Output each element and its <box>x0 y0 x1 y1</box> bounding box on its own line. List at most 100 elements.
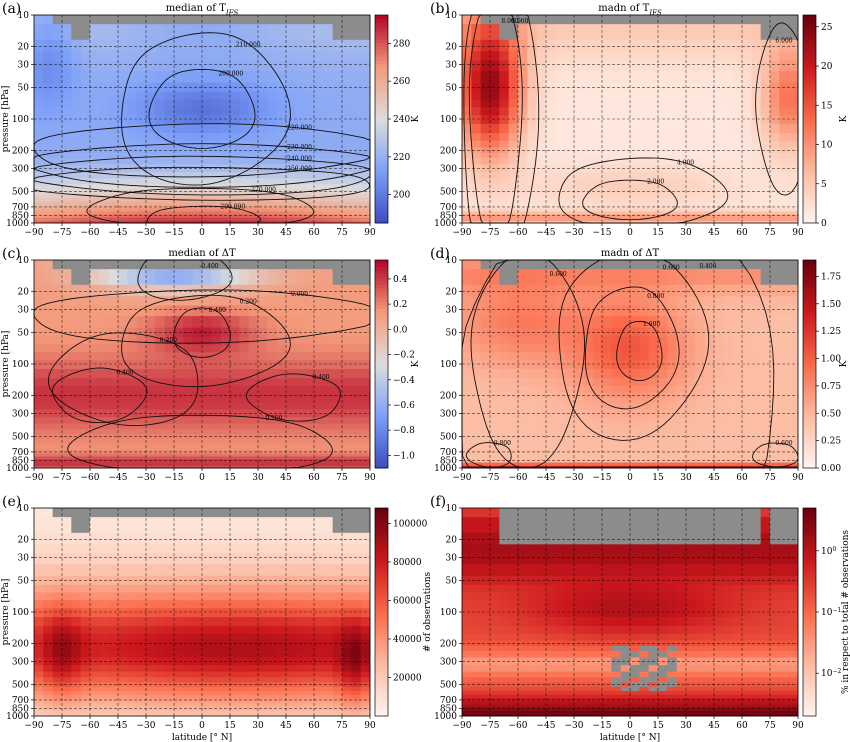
heatmap-cell <box>686 60 696 72</box>
x-tick-label: −30 <box>565 228 584 238</box>
heatmap-cell <box>639 336 650 345</box>
heatmap-cell <box>108 24 119 41</box>
heatmap-cell <box>248 214 259 218</box>
colorbar-segment <box>375 409 388 413</box>
heatmap-cell <box>155 284 166 297</box>
heatmap-cell <box>630 39 640 52</box>
heatmap-cell <box>518 466 528 469</box>
heatmap-cell <box>295 344 306 353</box>
heatmap-cell <box>639 133 650 142</box>
heatmap-cell <box>248 409 259 418</box>
heatmap-cell <box>658 466 668 469</box>
heatmap-cell <box>490 172 500 179</box>
heatmap-cell <box>174 82 184 93</box>
heatmap-cell <box>332 152 343 159</box>
heatmap-cell <box>742 211 752 215</box>
heatmap-cell <box>686 344 696 353</box>
heatmap-cell <box>695 403 706 410</box>
colorbar-segment <box>803 18 816 23</box>
heatmap-cell <box>127 211 138 215</box>
heatmap-cell <box>332 417 343 424</box>
heatmap-cell <box>462 392 472 399</box>
heatmap-cell <box>499 201 510 206</box>
heatmap-cell <box>332 197 343 203</box>
heatmap-cell <box>62 91 72 100</box>
heatmap-cell <box>546 140 556 148</box>
heatmap-cell <box>564 316 575 329</box>
heatmap-cell <box>490 217 500 222</box>
heatmap-cell <box>314 184 324 190</box>
heatmap-cell <box>508 193 519 199</box>
heatmap-cell <box>174 438 184 444</box>
heatmap-cell <box>164 369 175 379</box>
heatmap-cell <box>490 201 500 206</box>
heatmap-cell <box>536 51 547 61</box>
heatmap-cell <box>127 327 138 338</box>
heatmap-cell <box>639 403 650 410</box>
heatmap-cell <box>527 71 538 84</box>
heatmap-cell <box>127 201 138 206</box>
heatmap-cell <box>564 221 575 224</box>
heatmap-cell <box>332 397 343 404</box>
heatmap-cell <box>183 344 194 353</box>
heatmap-cell <box>239 369 250 379</box>
colorbar-segment <box>375 263 388 268</box>
heatmap-cell <box>258 189 268 195</box>
heatmap-cell <box>155 201 166 206</box>
heatmap-cell <box>770 284 780 297</box>
heatmap-cell <box>695 305 706 317</box>
heatmap-cell <box>527 403 538 410</box>
heatmap-cell <box>342 397 352 404</box>
heatmap-cell <box>676 409 687 418</box>
heatmap-cell <box>360 462 371 467</box>
heatmap-cell <box>342 71 352 84</box>
heatmap-cell <box>323 260 334 270</box>
heatmap-cell <box>760 158 771 165</box>
heatmap-cell <box>760 91 771 100</box>
heatmap-cell <box>723 456 734 460</box>
heatmap-cell <box>574 360 584 370</box>
heatmap-cell <box>714 438 724 444</box>
heatmap-cell <box>583 385 594 393</box>
heatmap-cell <box>304 446 315 451</box>
heatmap-cell <box>332 456 343 460</box>
heatmap-cell <box>620 152 631 159</box>
heatmap-cell <box>723 260 734 270</box>
heatmap-cell <box>546 201 556 206</box>
contour-label: 200.000 <box>218 71 243 78</box>
heatmap-cell <box>136 201 147 206</box>
heatmap-cell <box>62 360 72 370</box>
heatmap-cell <box>62 201 72 206</box>
heatmap-cell <box>648 344 659 353</box>
heatmap-cell <box>695 327 706 338</box>
heatmap-cell <box>164 107 175 116</box>
heatmap-cell <box>499 184 510 190</box>
heatmap-cell <box>704 214 715 218</box>
heatmap-cell <box>546 115 556 125</box>
heatmap-cell <box>52 336 63 345</box>
heatmap-cell <box>108 442 119 448</box>
heatmap-cell <box>751 24 762 41</box>
heatmap-cell <box>732 336 743 345</box>
heatmap-cell <box>564 336 575 345</box>
heatmap-cell <box>248 392 259 399</box>
heatmap-cell <box>267 140 278 148</box>
heatmap-cell <box>351 211 362 215</box>
colorbar-segment <box>375 160 388 165</box>
heatmap-cell <box>471 15 482 25</box>
heatmap-cell <box>667 152 678 159</box>
heatmap-cell <box>742 453 752 457</box>
panel-title-main: madn of T <box>598 3 649 14</box>
heatmap-cell <box>342 352 352 361</box>
heatmap-cell <box>267 369 278 379</box>
heatmap-cell <box>536 15 547 25</box>
heatmap-cell <box>118 115 128 125</box>
heatmap-cell <box>304 107 315 116</box>
heatmap-cell <box>304 184 315 190</box>
heatmap-cell <box>490 15 500 25</box>
heatmap-cell <box>630 158 640 165</box>
heatmap-cell <box>99 369 110 379</box>
heatmap-cell <box>742 462 752 467</box>
heatmap-cell <box>192 193 203 199</box>
heatmap-cell <box>779 352 790 361</box>
